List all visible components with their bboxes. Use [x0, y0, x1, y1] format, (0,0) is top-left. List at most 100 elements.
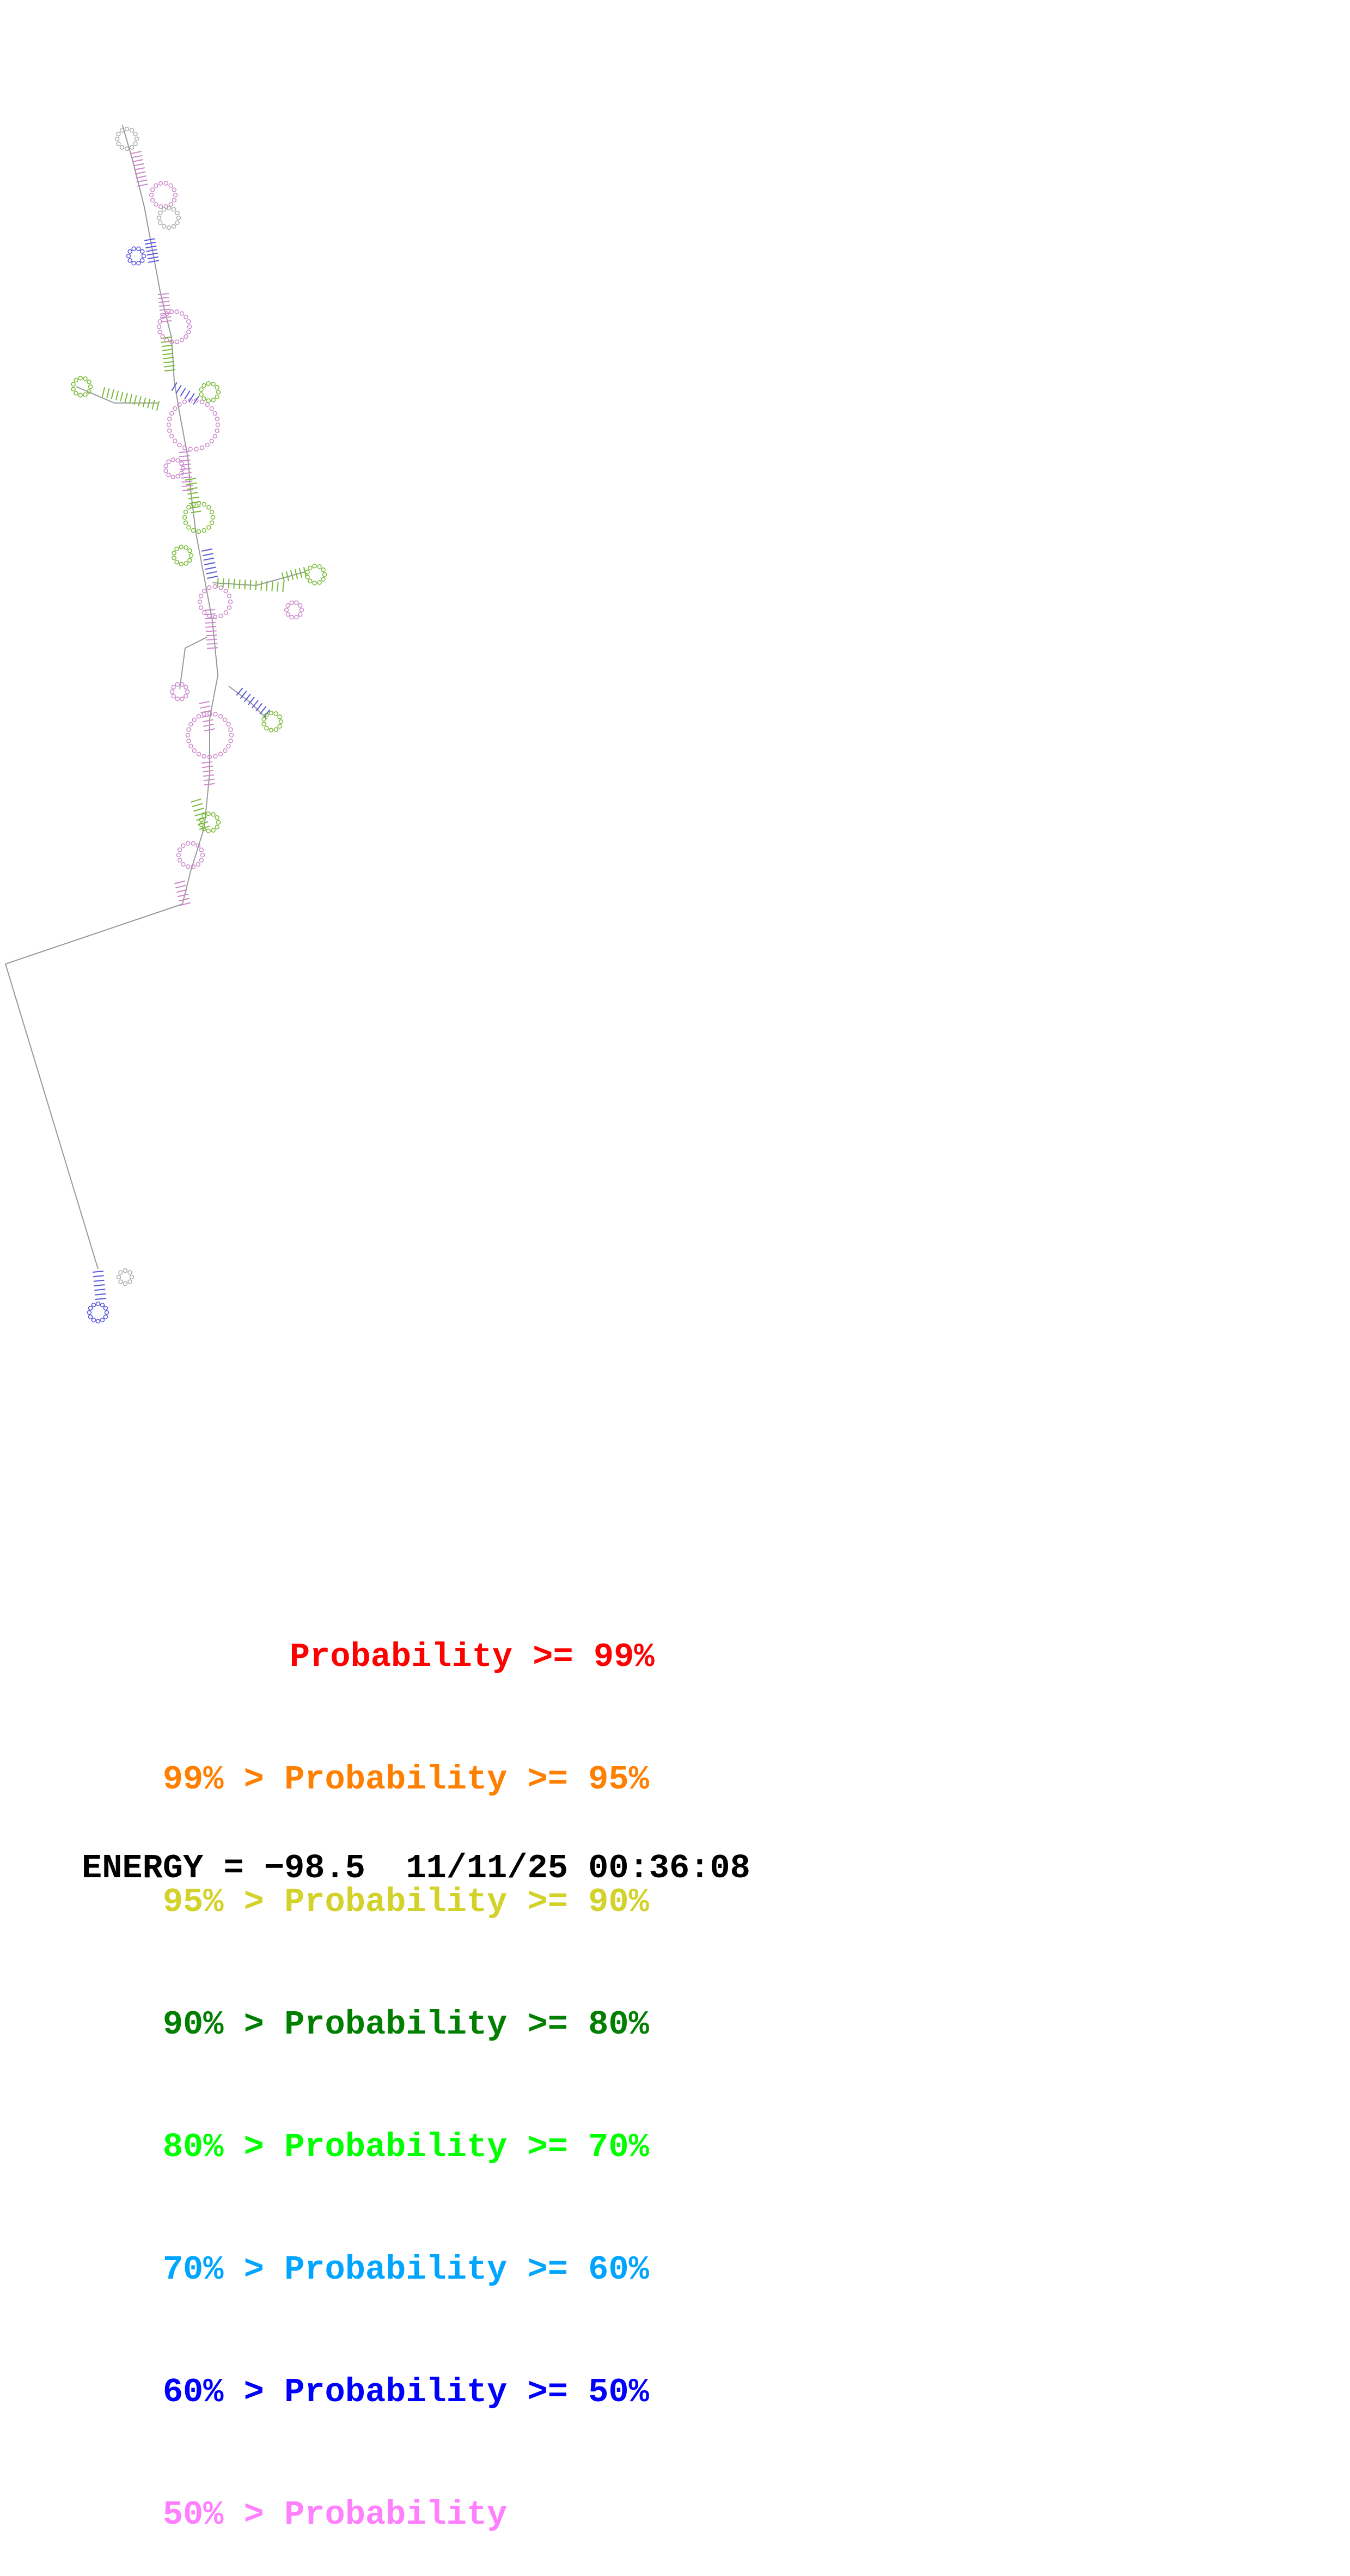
nucleotide — [123, 1268, 128, 1273]
helix — [185, 478, 202, 514]
nucleotide — [201, 813, 206, 819]
nucleotide — [261, 722, 266, 727]
nucleotide — [188, 447, 193, 451]
base-pair — [201, 761, 213, 764]
nucleotide — [196, 500, 201, 506]
base-pair — [186, 487, 198, 490]
base-pair — [206, 638, 217, 641]
nucleotide — [170, 474, 175, 480]
nucleotide — [205, 442, 210, 448]
base-pair — [93, 1279, 105, 1282]
base-pair — [259, 706, 267, 715]
nucleotide — [116, 131, 121, 137]
base-pair — [159, 304, 170, 307]
nucleotide — [131, 261, 136, 266]
nucleotide — [119, 145, 125, 150]
nucleotide — [229, 732, 234, 738]
legend-prefix: 60% > — [162, 2373, 285, 2412]
nucleotide — [172, 198, 177, 203]
nucleotide — [169, 309, 174, 314]
nucleotide — [180, 682, 185, 687]
base-pair — [160, 312, 171, 315]
nucleotide — [177, 847, 182, 852]
nucleotide — [176, 852, 181, 858]
hairpin-loop — [126, 246, 146, 266]
base-pair — [255, 580, 257, 590]
nucleotide — [201, 502, 207, 507]
nucleotide — [160, 334, 165, 339]
backbone-path — [4, 125, 306, 1269]
base-pair — [180, 463, 191, 466]
nucleotide — [158, 220, 163, 225]
base-pair — [192, 803, 203, 808]
nucleotide — [88, 1305, 93, 1311]
nucleotide — [289, 600, 294, 605]
nucleotide — [166, 205, 172, 211]
nucleotide — [116, 141, 121, 146]
base-pair — [136, 175, 146, 179]
energy-footer: ENERGY = −98.5 11/11/25 00:36:08 — [82, 1849, 750, 1888]
base-pair — [193, 395, 199, 405]
base-pair — [184, 390, 191, 400]
nucleotide — [175, 458, 180, 463]
nucleotide — [160, 314, 165, 320]
nucleotide — [71, 382, 76, 387]
base-pair — [290, 570, 294, 580]
base-pair — [93, 1275, 104, 1278]
nucleotide — [167, 428, 172, 434]
nucleotide — [317, 564, 322, 569]
nucleotide — [215, 422, 221, 428]
hairpin-loop — [71, 375, 93, 398]
legend-row-70: 80% > Probability >= 70% — [82, 2086, 655, 2166]
nucleotide — [182, 399, 187, 405]
nucleotide — [199, 847, 204, 852]
base-pair — [303, 567, 307, 577]
branch-lower-left — [179, 637, 207, 689]
nucleotide — [228, 727, 233, 732]
nucleotide — [91, 1302, 96, 1308]
nucleotide — [206, 505, 211, 510]
base-pair — [203, 557, 215, 561]
nucleotide — [185, 841, 191, 846]
base-pair — [111, 389, 114, 400]
base-pair — [124, 393, 128, 403]
nucleotide — [209, 520, 215, 526]
hairpin-loop — [149, 181, 178, 209]
nucleotide — [172, 551, 176, 556]
nucleotide — [308, 565, 313, 571]
nucleotide — [149, 192, 154, 198]
base-pair — [94, 1284, 105, 1286]
nucleotide — [156, 324, 162, 329]
helix — [131, 151, 148, 187]
base-pair — [252, 700, 259, 709]
base-pair — [137, 184, 148, 187]
legend-label: Probability >= 60% — [284, 2250, 649, 2289]
helix — [174, 880, 191, 906]
base-pair — [207, 576, 218, 579]
nucleotide — [140, 258, 145, 263]
base-pair — [203, 774, 215, 777]
nucleotide — [184, 685, 188, 690]
nucleotide — [199, 387, 204, 392]
nucleotide — [78, 375, 83, 381]
nucleotide — [171, 207, 176, 212]
nucleotide — [273, 727, 278, 732]
nucleotide — [223, 610, 229, 615]
base-pair — [228, 578, 230, 589]
nucleotide — [185, 732, 191, 738]
nucleotide — [177, 442, 182, 448]
base-pair — [182, 485, 193, 487]
base-pair — [199, 705, 211, 709]
base-pair — [204, 609, 216, 611]
nucleotide — [197, 599, 203, 605]
nucleotide — [184, 334, 188, 339]
nucleotide — [127, 1270, 132, 1275]
nucleotide — [210, 515, 216, 520]
base-pair — [201, 765, 213, 768]
base-pair — [142, 397, 146, 407]
nucleotide — [150, 198, 155, 203]
nucleotide — [172, 187, 177, 192]
nucleotide — [182, 445, 187, 450]
nucleotide — [129, 1274, 135, 1280]
nucleotide — [223, 748, 228, 753]
